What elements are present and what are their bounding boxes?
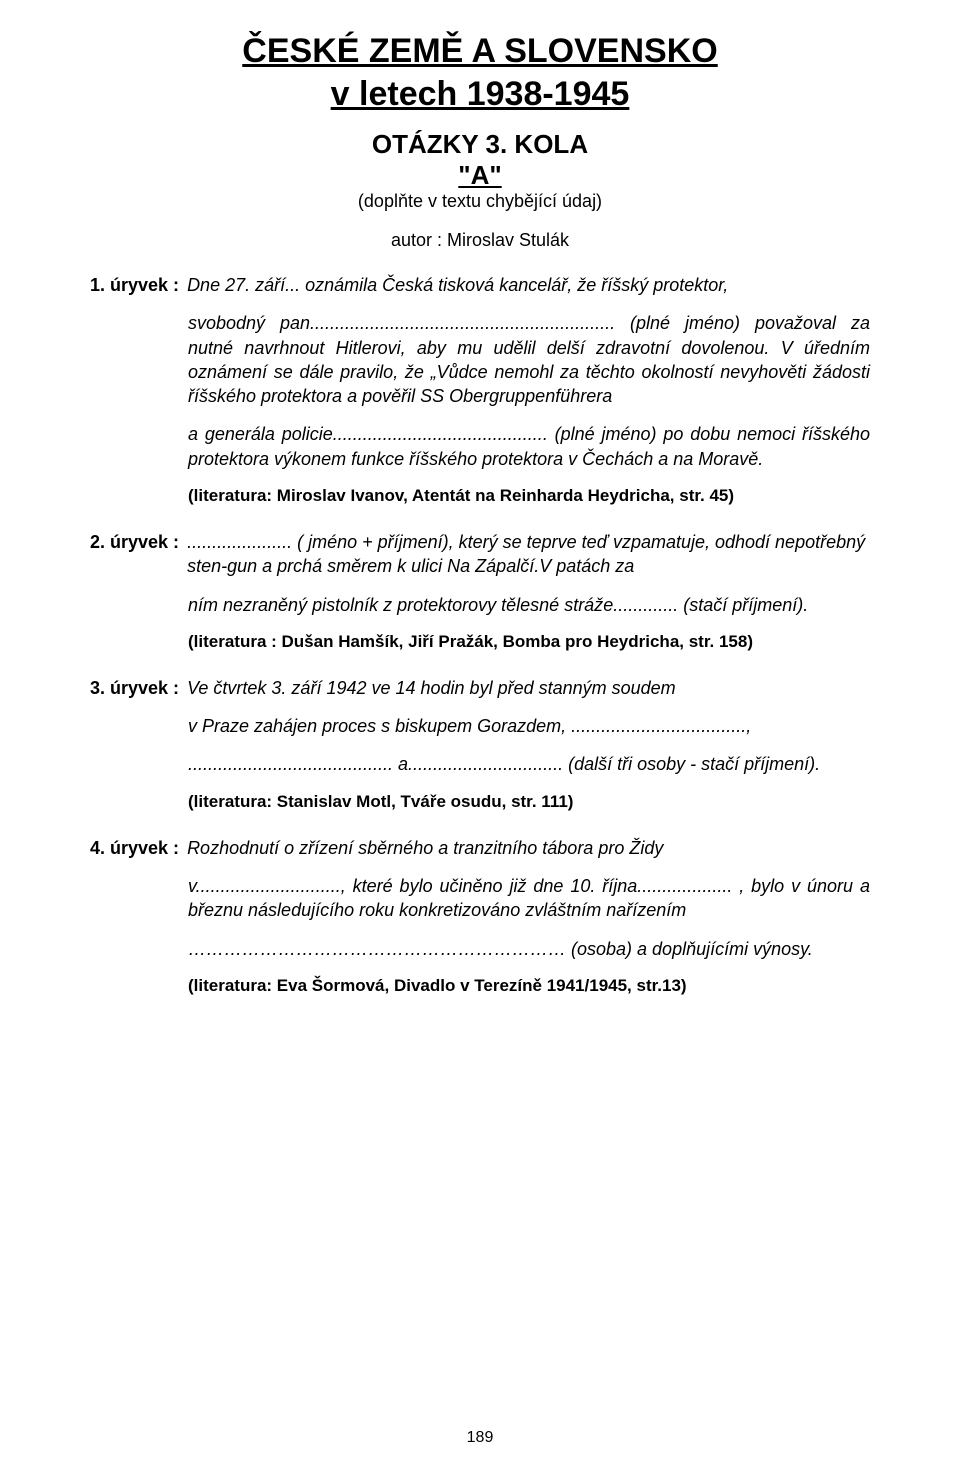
excerpt-3: 3. úryvek : Ve čtvrtek 3. září 1942 ve 1… [90,676,870,814]
excerpt-4-p1: v............................., které by… [188,874,870,923]
excerpt-1-p1: svobodný pan............................… [188,311,870,408]
excerpt-1-lead-row: 1. úryvek : Dne 27. září... oznámila Čes… [90,273,870,297]
excerpt-1-body: svobodný pan............................… [188,311,870,508]
excerpt-3-literature: (literatura: Stanislav Motl, Tváře osudu… [188,791,870,814]
title-round: OTÁZKY 3. KOLA [90,129,870,160]
excerpt-1-p2: a generála policie......................… [188,422,870,471]
excerpt-4-literature: (literatura: Eva Šormová, Divadlo v Tere… [188,975,870,998]
excerpt-1: 1. úryvek : Dne 27. září... oznámila Čes… [90,273,870,508]
excerpt-4-label: 4. úryvek : [90,836,179,860]
excerpt-4-lead: Rozhodnutí o zřízení sběrného a tranzitn… [187,836,663,860]
excerpt-3-p2: ........................................… [188,752,870,776]
excerpt-1-label: 1. úryvek : [90,273,179,297]
excerpt-3-p1: v Praze zahájen proces s biskupem Gorazd… [188,714,870,738]
title-main-line2: v letech 1938-1945 [90,73,870,116]
excerpt-4-lead-row: 4. úryvek : Rozhodnutí o zřízení sběrnéh… [90,836,870,860]
excerpt-2-lead: ..................... ( jméno + příjmení… [187,530,870,579]
title-block: ČESKÉ ZEMĚ A SLOVENSKO v letech 1938-194… [90,30,870,251]
title-section-letter: "A" [90,160,870,191]
title-main-line1: ČESKÉ ZEMĚ A SLOVENSKO [90,30,870,73]
excerpt-2-literature: (literatura : Dušan Hamšík, Jiří Pražák,… [188,631,870,654]
excerpt-1-lead: Dne 27. září... oznámila Česká tisková k… [187,273,728,297]
excerpt-3-body: v Praze zahájen proces s biskupem Gorazd… [188,714,870,814]
excerpt-3-label: 3. úryvek : [90,676,179,700]
excerpt-2-lead-row: 2. úryvek : ..................... ( jmén… [90,530,870,579]
excerpt-2: 2. úryvek : ..................... ( jmén… [90,530,870,654]
excerpt-1-literature: (literatura: Miroslav Ivanov, Atentát na… [188,485,870,508]
excerpt-2-label: 2. úryvek : [90,530,179,554]
excerpt-2-body: ním nezraněný pistolník z protektorovy t… [188,593,870,654]
page: ČESKÉ ZEMĚ A SLOVENSKO v letech 1938-194… [0,0,960,1477]
author-line: autor : Miroslav Stulák [90,230,870,251]
excerpt-3-lead-row: 3. úryvek : Ve čtvrtek 3. září 1942 ve 1… [90,676,870,700]
excerpt-4: 4. úryvek : Rozhodnutí o zřízení sběrnéh… [90,836,870,998]
title-instruction: (doplňte v textu chybějící údaj) [90,191,870,212]
excerpt-4-body: v............................., které by… [188,874,870,998]
excerpt-2-p1: ním nezraněný pistolník z protektorovy t… [188,593,870,617]
page-number: 189 [0,1429,960,1447]
excerpt-4-p2: ……………………………………………………… (osoba) a doplňují… [188,937,870,961]
excerpt-3-lead: Ve čtvrtek 3. září 1942 ve 14 hodin byl … [187,676,676,700]
